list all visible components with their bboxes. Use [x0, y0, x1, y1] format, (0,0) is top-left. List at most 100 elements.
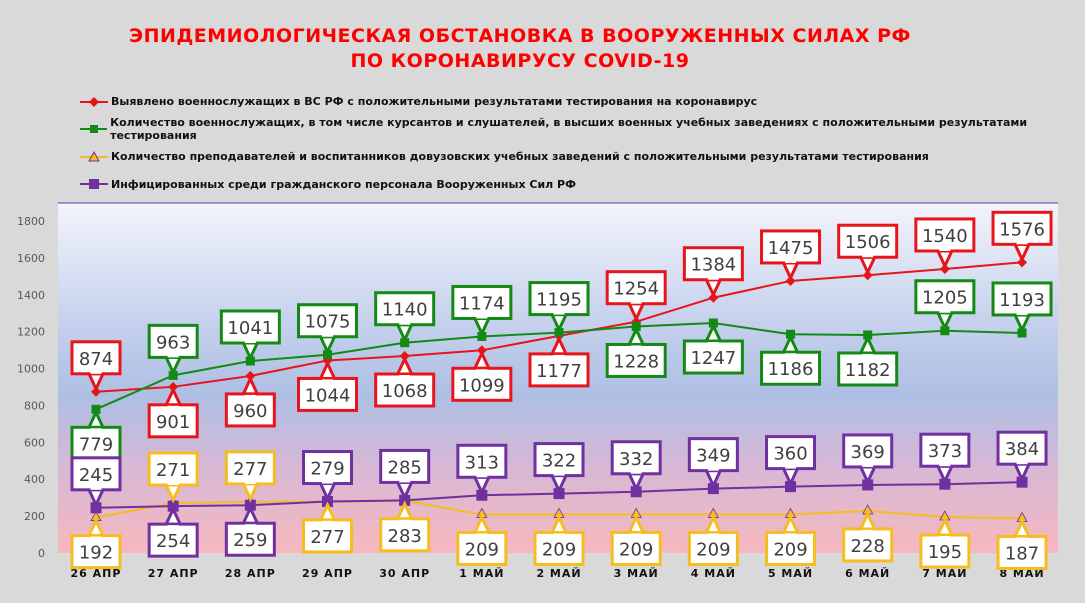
data-label-callout: 1576 [991, 210, 1053, 263]
x-tick-label: 6 МАЙ [845, 567, 890, 580]
data-label: 1228 [613, 352, 659, 373]
data-label: 209 [773, 539, 807, 560]
callout-box [610, 530, 662, 566]
callout-joint [476, 369, 488, 373]
data-label: 1041 [227, 318, 273, 339]
data-label-callout: 1174 [451, 284, 513, 338]
data-label: 1068 [382, 381, 428, 402]
callout-joint [322, 333, 334, 337]
callout-box [147, 522, 199, 558]
callout-joint [476, 474, 488, 478]
data-label-callout: 279 [302, 450, 354, 503]
callout-joint [785, 259, 797, 263]
data-label: 1182 [845, 360, 891, 381]
x-tick-label: 5 МАЙ [768, 567, 813, 580]
data-label: 1174 [459, 293, 505, 314]
y-tick-label: 1800 [17, 215, 45, 228]
callout-joint [399, 375, 411, 379]
callout-joint [862, 529, 874, 533]
data-label: 373 [928, 441, 962, 462]
data-label-callout: 271 [147, 451, 199, 504]
legend-label: Количество преподавателей и воспитаннико… [111, 150, 929, 164]
data-label-callout: 1228 [605, 325, 667, 379]
x-tick-label: 28 АПР [225, 567, 276, 580]
data-label: 384 [1005, 439, 1039, 460]
legend-label: Инфицированных среди гражданского персон… [111, 177, 577, 191]
data-label-callout: 963 [147, 323, 199, 376]
callout-box [528, 281, 590, 317]
callout-box [70, 340, 122, 376]
data-label: 187 [1005, 544, 1039, 565]
callout-joint [167, 525, 179, 529]
callout-box [374, 291, 436, 327]
data-label-callout: 349 [687, 437, 739, 490]
y-tick-label: 1400 [17, 289, 45, 302]
legend-item-red: Выявлено военнослужащих в ВС РФ с положи… [80, 88, 1085, 116]
data-label: 1384 [690, 255, 736, 276]
callout-joint [90, 486, 102, 490]
callout-joint [476, 533, 488, 537]
y-tick-label: 1000 [17, 363, 45, 376]
callout-joint [939, 463, 951, 467]
y-tick-label: 1600 [17, 252, 45, 265]
callout-joint [862, 353, 874, 357]
data-label-callout: 322 [533, 442, 585, 495]
legend-triangle-marker-icon [80, 150, 108, 162]
data-label-callout: 332 [610, 440, 662, 493]
data-label: 254 [156, 531, 190, 552]
callout-joint [862, 254, 874, 258]
x-tick-label: 8 МАЙ [999, 567, 1044, 580]
callout-joint [630, 470, 642, 474]
data-label: 874 [79, 349, 113, 370]
callout-box [302, 518, 354, 554]
data-label-callout: 209 [765, 513, 817, 566]
data-label-callout: 1075 [297, 303, 359, 356]
y-tick-label: 600 [24, 436, 45, 449]
x-tick-label: 30 АПР [379, 567, 430, 580]
data-label: 259 [233, 530, 267, 551]
data-label: 209 [619, 539, 653, 560]
callout-joint [244, 524, 256, 528]
data-label: 271 [156, 460, 190, 481]
y-tick-label: 1200 [17, 326, 45, 339]
x-tick-label: 7 МАЙ [922, 567, 967, 580]
callout-joint [630, 300, 642, 304]
data-label: 1177 [536, 361, 582, 382]
callout-joint [862, 463, 874, 467]
data-label-callout: 187 [996, 517, 1048, 571]
data-label-callout: 779 [70, 408, 122, 461]
callout-joint [476, 315, 488, 319]
x-tick-label: 26 АПР [71, 567, 122, 580]
callout-box [224, 392, 276, 428]
data-label-callout: 192 [70, 517, 122, 570]
data-label-callout: 209 [610, 513, 662, 566]
callout-joint [322, 520, 334, 524]
data-label: 960 [233, 401, 267, 422]
callout-joint [785, 353, 797, 357]
data-label-callout: 209 [533, 513, 585, 566]
callout-box [682, 339, 744, 375]
data-label-callout: 1205 [914, 279, 976, 332]
callout-box [297, 376, 359, 412]
data-label-callout: 277 [302, 501, 354, 554]
callout-box [528, 352, 590, 388]
callout-joint [244, 339, 256, 343]
data-label-callout: 254 [147, 505, 199, 558]
data-label: 1247 [690, 348, 736, 369]
data-label: 322 [542, 451, 576, 472]
callout-box [374, 372, 436, 408]
data-label-callout: 1193 [991, 281, 1053, 334]
legend-label: Количество военнослужащих, в том числе к… [110, 116, 1028, 143]
callout-joint [939, 247, 951, 251]
callout-box [996, 430, 1048, 466]
x-tick-label: 1 МАЙ [459, 567, 504, 580]
data-label-callout: 285 [379, 448, 431, 501]
data-label-callout: 283 [379, 500, 431, 553]
callout-box [533, 530, 585, 566]
data-label: 228 [851, 536, 885, 557]
data-label-callout: 277 [224, 450, 276, 503]
callout-joint [630, 533, 642, 537]
data-label: 279 [310, 459, 344, 480]
callout-joint [322, 480, 334, 484]
callout-joint [90, 428, 102, 432]
